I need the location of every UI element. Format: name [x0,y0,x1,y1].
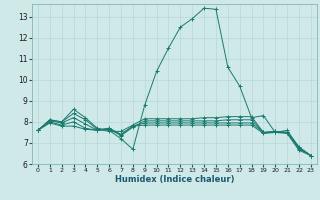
X-axis label: Humidex (Indice chaleur): Humidex (Indice chaleur) [115,175,234,184]
